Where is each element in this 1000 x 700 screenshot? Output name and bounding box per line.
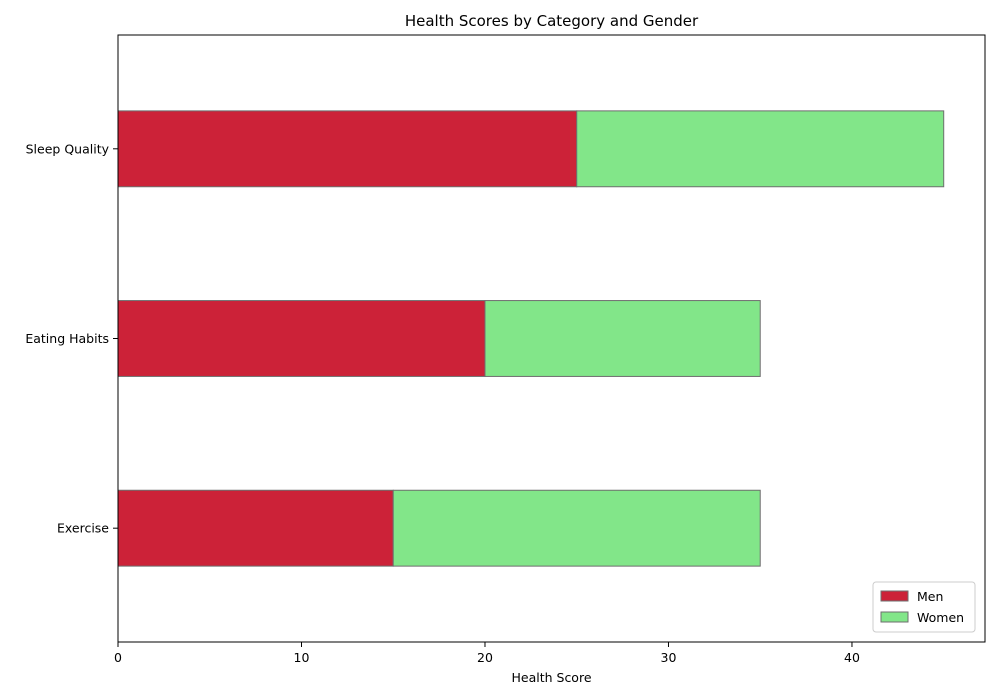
x-tick-label: 0 xyxy=(114,650,122,665)
x-tick-label: 30 xyxy=(661,650,677,665)
bars-layer xyxy=(117,110,945,567)
x-axis: 0 10 20 30 40 xyxy=(114,642,860,665)
y-tick-label: Sleep Quality xyxy=(26,141,110,156)
bar-men-exercise xyxy=(117,489,394,567)
x-tick-label: 40 xyxy=(844,650,860,665)
bar-women-exercise xyxy=(392,489,761,567)
y-tick-label: Exercise xyxy=(57,521,109,536)
legend-swatch-men xyxy=(880,590,909,602)
y-tick-label: Eating Habits xyxy=(25,331,109,346)
x-axis-label: Health Score xyxy=(511,670,591,685)
legend-swatch-women xyxy=(880,611,909,623)
bar-women-sleep-quality xyxy=(576,110,945,188)
bar-men-sleep-quality xyxy=(117,110,578,188)
y-axis: Exercise Eating Habits Sleep Quality xyxy=(25,141,118,536)
bar-women-eating-habits xyxy=(484,300,761,377)
x-tick-label: 10 xyxy=(294,650,310,665)
bar-men-eating-habits xyxy=(117,300,486,377)
legend-label-men: Men xyxy=(917,589,943,604)
legend-label-women: Women xyxy=(917,610,964,625)
chart-title: Health Scores by Category and Gender xyxy=(405,12,699,30)
x-tick-label: 20 xyxy=(477,650,493,665)
legend: Men Women xyxy=(872,581,976,633)
